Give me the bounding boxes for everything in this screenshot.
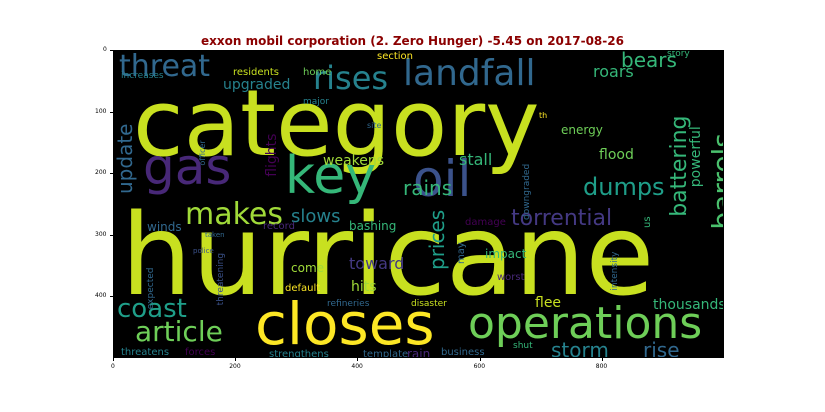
word-winds: winds	[147, 220, 182, 234]
word-rain: rain	[407, 347, 431, 358]
word-intensity: intensity	[610, 251, 620, 291]
word-bears: bears	[621, 50, 677, 72]
word-operations: operations	[468, 298, 703, 349]
word-thousands: thousands	[653, 297, 724, 313]
word-torrential: torrential	[511, 206, 613, 231]
word-closes: closes	[255, 290, 435, 358]
word-strengthens: strengthens	[269, 349, 329, 359]
word-makes: makes	[185, 197, 283, 232]
word-roars: roars	[593, 62, 634, 81]
word-taken: taken	[205, 231, 225, 239]
word-expected: expected	[146, 267, 156, 310]
word-threat: threat	[119, 50, 211, 84]
word-dumps: dumps	[583, 173, 665, 201]
word-threatening: threatening	[216, 252, 226, 306]
word-weakens: weakens	[323, 153, 385, 169]
word-flood: flood	[599, 147, 634, 163]
x-tick-label: 600	[473, 363, 486, 370]
word-gas: gas	[143, 138, 232, 196]
word-section: section	[377, 51, 414, 62]
word-hurricane: hurricane	[121, 191, 655, 321]
word-major: major	[303, 97, 329, 107]
x-tick-mark	[601, 358, 603, 361]
y-tick-mark	[110, 296, 113, 298]
x-tick-mark	[357, 358, 359, 361]
word-upgraded: upgraded	[223, 77, 291, 93]
word-update: update	[113, 123, 137, 194]
x-tick-mark	[113, 358, 114, 361]
y-tick-mark	[110, 111, 113, 113]
word-forces: forces	[185, 347, 216, 358]
word-rains: rains	[403, 176, 453, 200]
x-tick-label: 200	[229, 363, 241, 370]
x-tick-mark	[479, 358, 481, 361]
word-storm: storm	[551, 338, 609, 358]
word-flights: flights	[264, 133, 280, 177]
word-come: come	[291, 261, 325, 275]
word-home: home	[303, 67, 332, 78]
word-energy: energy	[561, 123, 603, 137]
x-tick-mark	[235, 358, 237, 361]
word-worst: worst	[497, 272, 525, 283]
word-us: us	[642, 216, 653, 228]
word-oil: oil	[413, 150, 472, 208]
y-tick-label: 200	[95, 169, 107, 177]
word-coast: coast	[117, 294, 187, 324]
word-th: th	[539, 111, 548, 120]
y-tick-label: 100	[95, 107, 107, 115]
word-threatens: threatens	[121, 347, 170, 358]
word-may: may	[456, 242, 467, 264]
chart-title: exxon mobil corporation (2. Zero Hunger)…	[201, 34, 624, 48]
word-disaster: disaster	[411, 299, 447, 309]
word-residents: residents	[233, 67, 280, 78]
y-tick-label: 0	[103, 46, 107, 53]
word-bashing: bashing	[349, 219, 397, 233]
word-site: site	[367, 121, 382, 130]
word-officer: officer	[198, 140, 207, 166]
y-tick-mark	[110, 173, 113, 175]
x-tick-label: 400	[351, 363, 363, 370]
word-slows: slows	[291, 206, 341, 227]
word-category: category	[133, 70, 540, 177]
word-barrels: barrels	[706, 133, 724, 230]
y-tick-label: 400	[95, 292, 107, 300]
word-default: default	[285, 283, 321, 294]
word-damage: damage	[465, 217, 506, 228]
word-impact: impact	[485, 247, 527, 261]
word-increases: increases	[121, 71, 164, 81]
word-downgraded: downgraded	[522, 163, 532, 220]
y-tick-mark	[110, 50, 113, 51]
word-business: business	[441, 347, 485, 358]
word-refineries: refineries	[327, 299, 370, 309]
word-template: template	[363, 349, 409, 359]
x-tick-label: 800	[595, 363, 608, 370]
word-article: article	[135, 315, 223, 348]
y-tick-label: 300	[95, 230, 107, 238]
word-hits: hits	[351, 279, 377, 295]
word-rise: rise	[643, 338, 680, 358]
word-prices: prices	[425, 209, 449, 270]
wordcloud-image: category hurricane gas oil key closes operatio…	[113, 50, 724, 358]
y-tick-mark	[110, 234, 113, 236]
word-powerful: powerful	[688, 126, 704, 188]
word-stall: stall	[459, 150, 493, 169]
x-tick-label: 0	[111, 363, 115, 370]
word-flee: flee	[535, 295, 562, 311]
word-toward: toward	[349, 254, 405, 273]
word-rises: rises	[313, 59, 389, 97]
word-shut: shut	[513, 341, 533, 351]
word-police: police	[193, 247, 214, 255]
word-landfall: landfall	[403, 53, 536, 94]
word-story: story	[667, 50, 690, 59]
word-key: key	[285, 146, 377, 206]
word-record: record	[263, 221, 295, 232]
